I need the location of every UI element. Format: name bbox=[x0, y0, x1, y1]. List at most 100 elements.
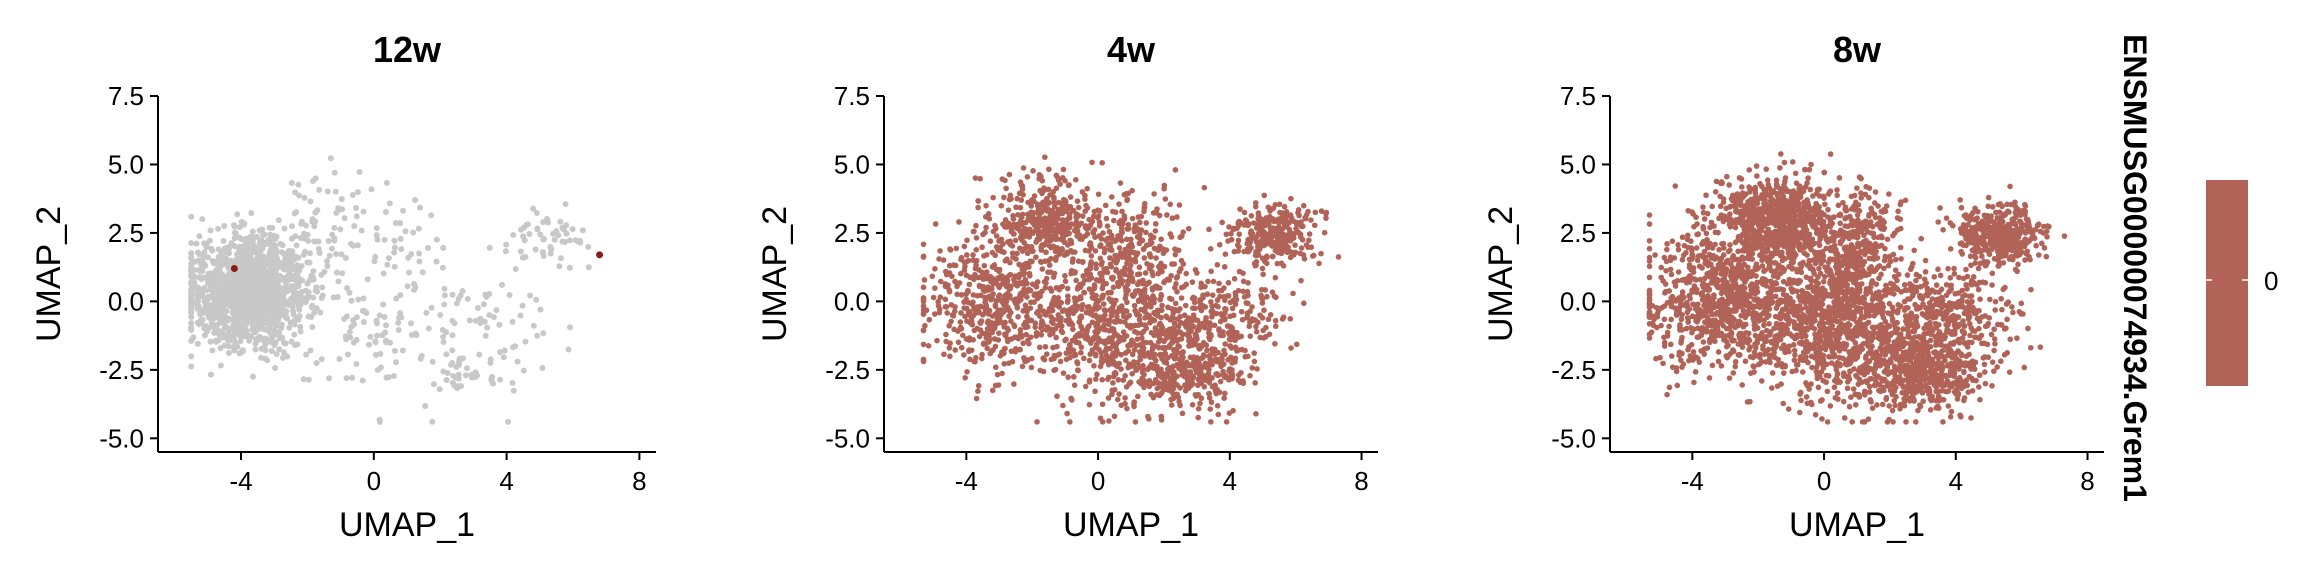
cell-point bbox=[993, 244, 1000, 250]
cell-point bbox=[217, 260, 224, 267]
cell-point bbox=[510, 344, 517, 351]
cell-point bbox=[1267, 225, 1274, 232]
cell-point bbox=[1105, 376, 1111, 383]
cell-point bbox=[256, 227, 263, 234]
cell-point bbox=[188, 240, 195, 247]
cell-point bbox=[1209, 346, 1215, 352]
cell-point bbox=[1102, 327, 1109, 333]
cell-point bbox=[291, 317, 298, 324]
cell-point bbox=[1055, 295, 1062, 301]
cell-point bbox=[1178, 295, 1185, 301]
cell-point bbox=[1091, 282, 1098, 288]
cell-point bbox=[1189, 279, 1196, 285]
cell-point bbox=[1008, 348, 1015, 354]
cell-point bbox=[484, 324, 491, 331]
cell-point bbox=[1061, 307, 1068, 313]
cell-point bbox=[1217, 378, 1224, 385]
cell-point bbox=[1252, 252, 1259, 258]
cell-point bbox=[1007, 309, 1014, 316]
cell-point bbox=[975, 309, 982, 316]
cell-point bbox=[1222, 297, 1228, 304]
cell-point bbox=[1223, 419, 1230, 425]
cell-point bbox=[255, 334, 262, 341]
cell-point bbox=[1173, 346, 1180, 353]
cell-point bbox=[410, 281, 417, 288]
cell-point bbox=[334, 294, 341, 301]
cell-point bbox=[1147, 237, 1154, 244]
cell-point bbox=[1224, 323, 1231, 329]
cell-point bbox=[1129, 187, 1135, 194]
cell-point bbox=[353, 314, 360, 321]
panel-title: 8w bbox=[1833, 29, 1882, 70]
cell-point bbox=[1156, 212, 1163, 219]
cell-point bbox=[474, 305, 481, 312]
cell-point bbox=[510, 387, 517, 394]
cell-point bbox=[973, 235, 980, 241]
cell-point bbox=[354, 189, 361, 196]
cell-point bbox=[1318, 250, 1324, 257]
cell-point bbox=[1028, 364, 1035, 371]
cell-point bbox=[404, 283, 411, 290]
cell-point bbox=[940, 257, 947, 263]
cell-point bbox=[1263, 215, 1269, 221]
cell-point bbox=[217, 345, 224, 352]
cell-point bbox=[1037, 303, 1044, 310]
cell-point bbox=[439, 264, 446, 271]
cell-point bbox=[1206, 226, 1212, 233]
cell-point bbox=[1190, 354, 1197, 360]
cell-point bbox=[449, 332, 456, 339]
cell-point bbox=[1091, 363, 1097, 369]
cell-point bbox=[986, 307, 993, 314]
x-tick-label: 8 bbox=[1354, 466, 1368, 496]
cell-point bbox=[233, 273, 240, 280]
cell-point bbox=[1937, 272, 1944, 279]
cell-point bbox=[315, 245, 322, 252]
cell-point bbox=[1754, 173, 1760, 179]
cell-point bbox=[1172, 284, 1178, 291]
cell-point bbox=[1178, 284, 1185, 291]
cell-point bbox=[973, 395, 980, 402]
cell-point bbox=[1034, 419, 1040, 425]
cell-point bbox=[556, 263, 563, 270]
cell-point bbox=[1975, 384, 1982, 390]
cell-point bbox=[1222, 341, 1228, 347]
cell-point bbox=[973, 354, 979, 361]
cell-point bbox=[1090, 213, 1097, 220]
cell-point bbox=[417, 204, 424, 211]
cell-point bbox=[244, 331, 251, 338]
cell-point bbox=[512, 266, 519, 273]
cell-point bbox=[311, 309, 318, 316]
cell-point bbox=[1039, 177, 1046, 184]
cell-point bbox=[1092, 312, 1099, 318]
cell-point bbox=[1215, 303, 1221, 310]
cell-point bbox=[1068, 319, 1074, 326]
cell-point bbox=[1060, 402, 1066, 409]
cell-point bbox=[1186, 362, 1192, 368]
cell-point bbox=[252, 263, 259, 270]
cell-point bbox=[300, 251, 307, 258]
cell-point bbox=[1276, 224, 1282, 230]
cell-point bbox=[1263, 324, 1269, 331]
cell-point bbox=[1097, 270, 1103, 277]
cell-point bbox=[239, 348, 246, 355]
cell-point bbox=[266, 249, 273, 256]
cell-point bbox=[363, 310, 370, 317]
cell-point bbox=[585, 243, 592, 250]
cell-point bbox=[265, 237, 272, 244]
cell-point bbox=[942, 303, 949, 310]
cell-point bbox=[443, 351, 450, 358]
cell-point bbox=[441, 292, 448, 299]
cell-point bbox=[1815, 384, 1822, 391]
cell-point bbox=[1131, 228, 1138, 235]
cell-point bbox=[991, 262, 998, 268]
cell-point bbox=[1189, 337, 1196, 344]
cell-point bbox=[1054, 228, 1060, 235]
cell-point bbox=[963, 296, 969, 303]
cell-point bbox=[1015, 314, 1021, 320]
cell-point bbox=[1222, 351, 1228, 358]
cell-point bbox=[990, 347, 996, 353]
cell-point bbox=[391, 244, 398, 251]
cell-point bbox=[1164, 212, 1170, 218]
cell-point bbox=[449, 360, 456, 367]
cell-point bbox=[278, 324, 285, 331]
